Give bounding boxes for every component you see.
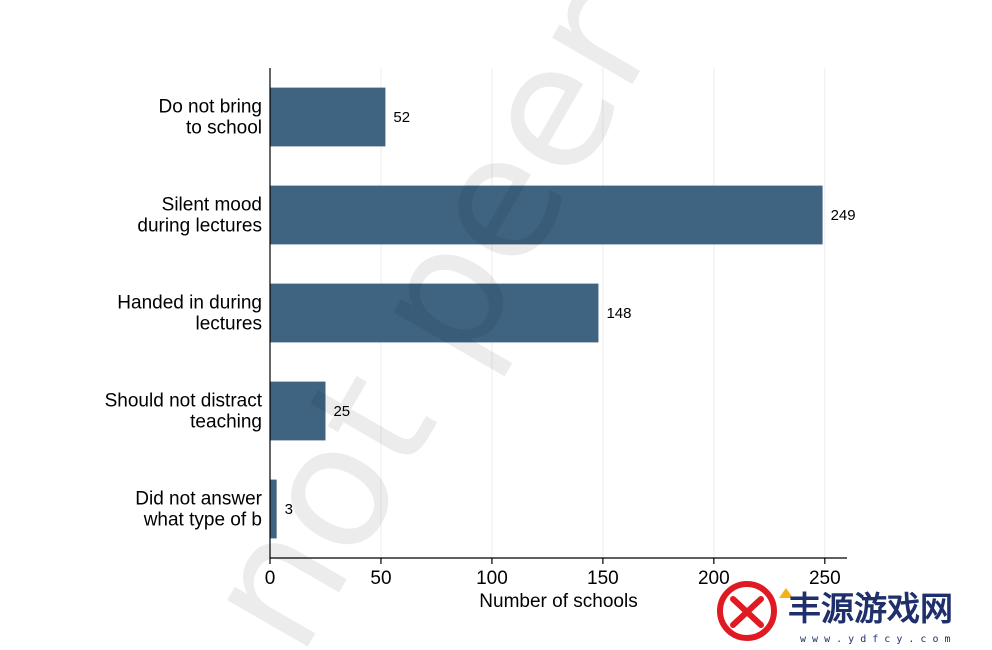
bar-0 — [270, 87, 386, 147]
bars — [270, 87, 823, 539]
x-tick-label-50: 50 — [370, 568, 391, 589]
logo-mark — [730, 596, 764, 628]
category-label-line: what type of b — [143, 510, 262, 531]
bar-3 — [270, 381, 326, 441]
site-logo: 丰源游戏网 w w w . y d f c y . c o m — [717, 581, 953, 645]
category-label-1: Silent mood during lectures — [137, 195, 262, 237]
category-label-line: lectures — [195, 314, 262, 335]
bar-2 — [270, 283, 599, 343]
category-label-line: Do not bring — [158, 97, 262, 118]
logo-subtext: w w w . y d f c y . c o m — [800, 634, 951, 645]
axes — [269, 68, 847, 564]
category-label-line: Did not answer — [135, 489, 262, 510]
category-label-line: Handed in during — [117, 293, 262, 314]
x-tick-label-200: 200 — [698, 568, 730, 589]
category-label-line: during lectures — [137, 216, 262, 237]
x-tick-label-0: 0 — [265, 568, 276, 589]
x-tick-label-100: 100 — [476, 568, 508, 589]
x-tick-label-250: 250 — [809, 568, 841, 589]
data-label-1: 249 — [831, 207, 856, 224]
category-label-3: Should not distract teaching — [105, 391, 263, 433]
data-label-3: 25 — [333, 403, 350, 420]
data-label-0: 52 — [393, 109, 410, 126]
x-axis-title: Number of schools — [479, 591, 637, 612]
category-label-line: Silent mood — [162, 195, 262, 216]
bar-1 — [270, 185, 823, 245]
category-label-line: teaching — [190, 412, 262, 433]
gridlines — [380, 68, 826, 558]
labels: 52 Do not bring to school 249 Silent mood dur… — [105, 97, 856, 590]
bar-4 — [270, 479, 277, 539]
x-tick-label-150: 150 — [587, 568, 619, 589]
logo-text: 丰源游戏网 — [788, 589, 953, 628]
category-label-4: Did not answer what type of b — [135, 489, 262, 531]
category-label-line: to school — [186, 118, 262, 139]
logo-accent — [779, 588, 793, 598]
data-label-4: 3 — [285, 501, 293, 518]
data-label-2: 148 — [606, 305, 631, 322]
category-label-2: Handed in during lectures — [117, 293, 262, 335]
category-label-0: Do not bring to school — [158, 97, 262, 139]
category-label-line: Should not distract — [105, 391, 263, 412]
